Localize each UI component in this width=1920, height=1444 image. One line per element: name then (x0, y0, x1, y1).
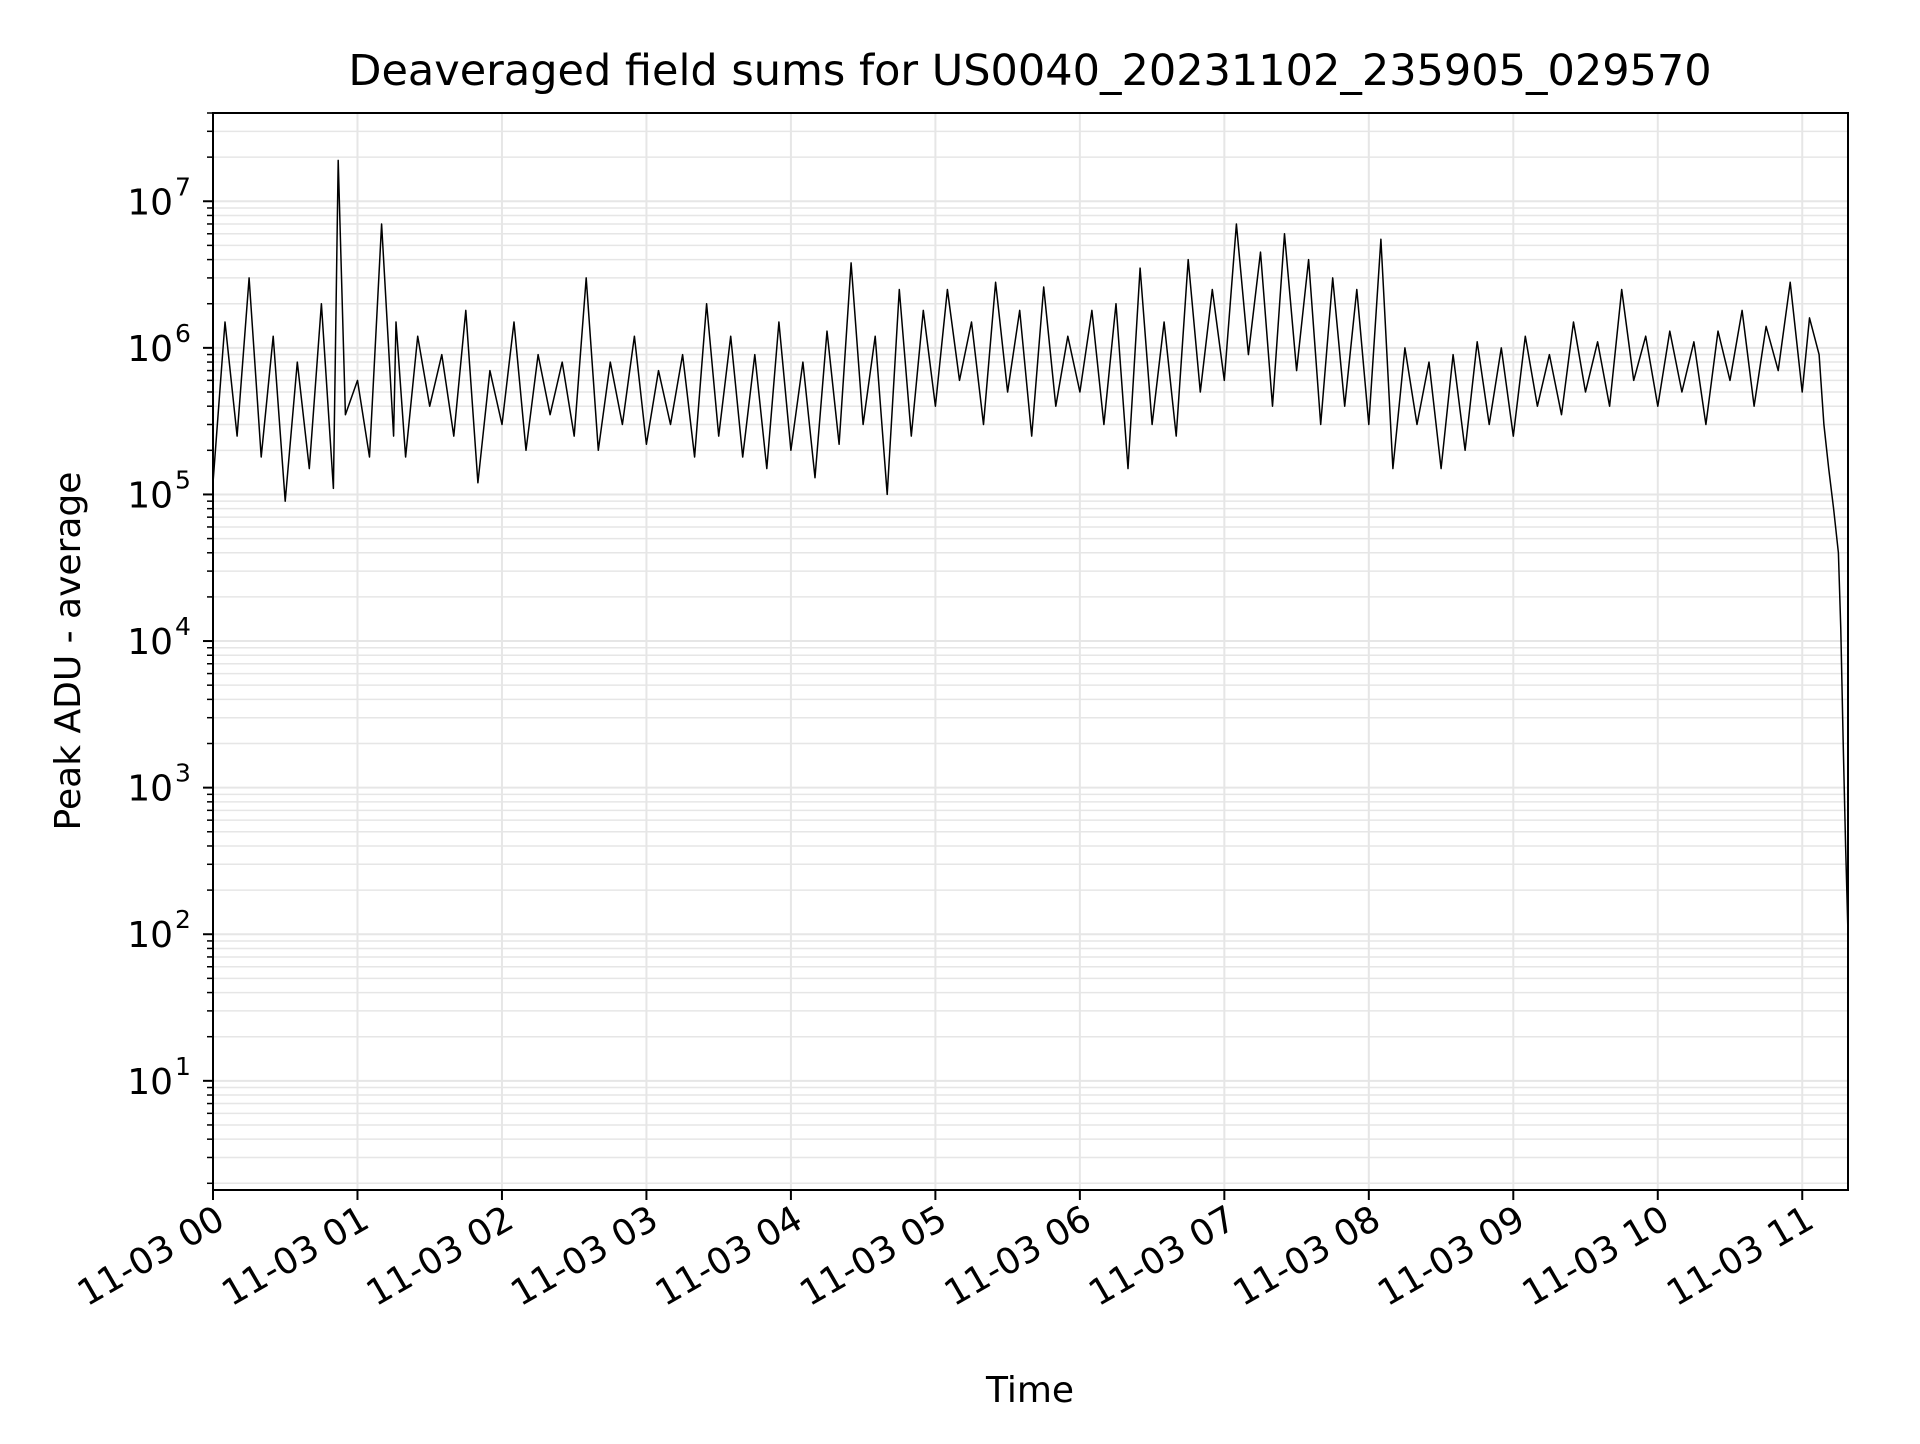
y-tick-label: 10 (127, 915, 173, 956)
y-tick-exponent: 3 (175, 759, 191, 788)
plot-area (213, 113, 1848, 1190)
y-tick-label: 10 (127, 1062, 173, 1103)
series-layer (212, 159, 1849, 935)
minor-gridlines (213, 112, 1848, 1185)
x-axis-label: Time (985, 1370, 1074, 1411)
y-tick-label: 10 (127, 475, 173, 516)
chart-title: Deaveraged field sums for US0040_2023110… (348, 46, 1711, 96)
y-tick-label: 10 (127, 329, 173, 370)
y-tick-exponent: 6 (175, 319, 191, 348)
y-axis-label: Peak ADU - average (48, 472, 89, 831)
major-gridlines (212, 113, 1848, 1190)
series-line (212, 159, 1849, 935)
y-tick-exponent: 7 (175, 172, 191, 201)
plot-frame (212, 112, 1849, 1191)
y-tick-exponent: 4 (175, 612, 191, 641)
y-tick-exponent: 5 (175, 465, 191, 494)
y-tick-exponent: 2 (175, 905, 191, 934)
y-tick-label: 10 (127, 769, 173, 810)
y-tick-label: 10 (127, 182, 173, 223)
y-tick-exponent: 1 (175, 1052, 191, 1081)
y-tick-label: 10 (127, 622, 173, 663)
